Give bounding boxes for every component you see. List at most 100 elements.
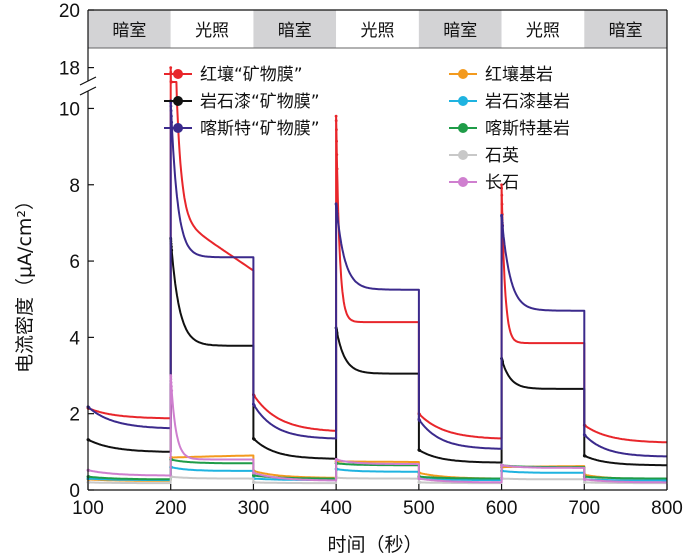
- y-tick-label: 10: [59, 99, 80, 120]
- series-point: [170, 385, 173, 388]
- series-point: [500, 186, 503, 190]
- phase-band-dark: [253, 10, 337, 48]
- legend-item: 红壤基岩: [449, 64, 553, 85]
- legend-swatch-marker: [458, 69, 468, 79]
- axis-break-mark: [79, 86, 97, 96]
- x-tick-label: 200: [155, 498, 187, 519]
- y-tick-label: 2: [69, 405, 80, 426]
- x-tick-label: 400: [320, 498, 352, 519]
- phase-label-dark: 暗室: [112, 21, 146, 41]
- series-line: [87, 99, 667, 458]
- series-point: [170, 389, 174, 392]
- series-point: [334, 114, 338, 118]
- series-point: [335, 139, 338, 143]
- series-point: [253, 481, 256, 484]
- phase-band-layer: 暗室 光照 暗室 光照 暗室 光照 暗室: [88, 10, 667, 49]
- series-point: [253, 474, 256, 477]
- legend-item: 喀斯特基岩: [449, 119, 570, 139]
- series-point: [335, 209, 339, 213]
- series-point: [335, 204, 338, 208]
- series-point: [253, 471, 256, 475]
- series-point: [335, 128, 338, 132]
- axis-break-mark: [79, 76, 97, 86]
- legend-swatch-marker: [173, 123, 183, 133]
- phase-band-light: [170, 10, 254, 48]
- y-axis-title: 电流密度（μA/cm²）: [14, 191, 36, 373]
- series-point: [169, 377, 173, 381]
- series-point: [253, 438, 256, 441]
- legend-label: 石英: [485, 146, 519, 166]
- series-7: [86, 475, 667, 485]
- series-1: [86, 66, 667, 444]
- phase-label-light: 光照: [526, 21, 560, 41]
- tick-layer: 100 200 300 400 500 600 700 800 0 2 4 6 8 10 18 20: [59, 1, 683, 519]
- legend-swatch-marker: [173, 69, 183, 79]
- phase-label-dark: 暗室: [609, 21, 643, 41]
- series-point: [500, 218, 504, 222]
- phase-label-light: 光照: [361, 21, 395, 41]
- y-tick-label: 18: [59, 59, 80, 80]
- series-point: [170, 120, 174, 124]
- series-point: [418, 477, 422, 481]
- series-point: [335, 206, 338, 210]
- phase-band-light: [336, 10, 419, 48]
- legend-item: 岩石漆基岩: [449, 92, 570, 112]
- series-point: [170, 80, 174, 84]
- y-tick-label: 20: [59, 1, 80, 22]
- phase-label-light: 光照: [195, 21, 229, 41]
- legend-swatch-marker: [173, 96, 183, 106]
- legend-label: 红壤基岩: [485, 64, 553, 85]
- series-point: [169, 66, 173, 69]
- legend-item: 长石: [449, 173, 519, 193]
- series-point: [500, 221, 504, 225]
- x-tick-label: 700: [568, 498, 600, 519]
- series-line: [87, 475, 667, 485]
- x-axis-title: 时间（秒）: [327, 534, 422, 556]
- series-point: [583, 434, 587, 438]
- legend-swatch-marker: [458, 177, 468, 187]
- series-point: [334, 119, 338, 123]
- legend: 红壤“矿物膜” 岩石漆“矿物膜” 喀斯特“矿物膜” 红壤基岩岩石漆基岩喀斯特基岩石英长…: [164, 64, 570, 193]
- series-point: [418, 449, 422, 452]
- series-point: [335, 167, 339, 171]
- series-point: [169, 381, 173, 384]
- series-point: [500, 202, 504, 206]
- series-point: [335, 212, 339, 215]
- x-tick-label: 300: [238, 498, 270, 519]
- y-tick-label: 6: [69, 252, 80, 273]
- series-line: [87, 66, 667, 444]
- x-tick-label: 600: [486, 498, 518, 519]
- series-point: [169, 109, 173, 113]
- legend-swatch-marker: [458, 123, 468, 133]
- series-line: [87, 237, 667, 467]
- legend-label: 喀斯特基岩: [485, 119, 570, 139]
- series-point: [500, 183, 503, 187]
- phase-band-light: [501, 10, 585, 48]
- phase-band-dark: [88, 10, 171, 48]
- legend-item: 石英: [449, 146, 519, 166]
- legend-item: 岩石漆“矿物膜”: [164, 92, 320, 112]
- series-point: [418, 481, 422, 484]
- phase-band-dark: [418, 10, 502, 48]
- series-point: [583, 478, 587, 481]
- y-tick-label: 0: [69, 481, 80, 502]
- phase-band-dark: [584, 10, 667, 48]
- series-point: [583, 481, 587, 484]
- series-point: [170, 114, 173, 118]
- series-point: [418, 419, 422, 423]
- phase-label-dark: 暗室: [278, 21, 312, 41]
- series-point: [335, 458, 339, 462]
- x-tick-label: 100: [72, 498, 104, 519]
- series-point: [253, 404, 256, 408]
- legend-label: 喀斯特“矿物膜”: [200, 119, 320, 139]
- series-point: [169, 375, 173, 379]
- legend-label: 红壤“矿物膜”: [200, 64, 303, 85]
- series-point: [501, 224, 504, 228]
- x-tick-label: 800: [651, 498, 683, 519]
- series-point: [169, 104, 173, 108]
- series-point: [335, 153, 339, 157]
- axes-frame: [79, 9, 668, 491]
- legend-item: 喀斯特“矿物膜”: [164, 119, 320, 139]
- legend-label: 长石: [485, 173, 519, 193]
